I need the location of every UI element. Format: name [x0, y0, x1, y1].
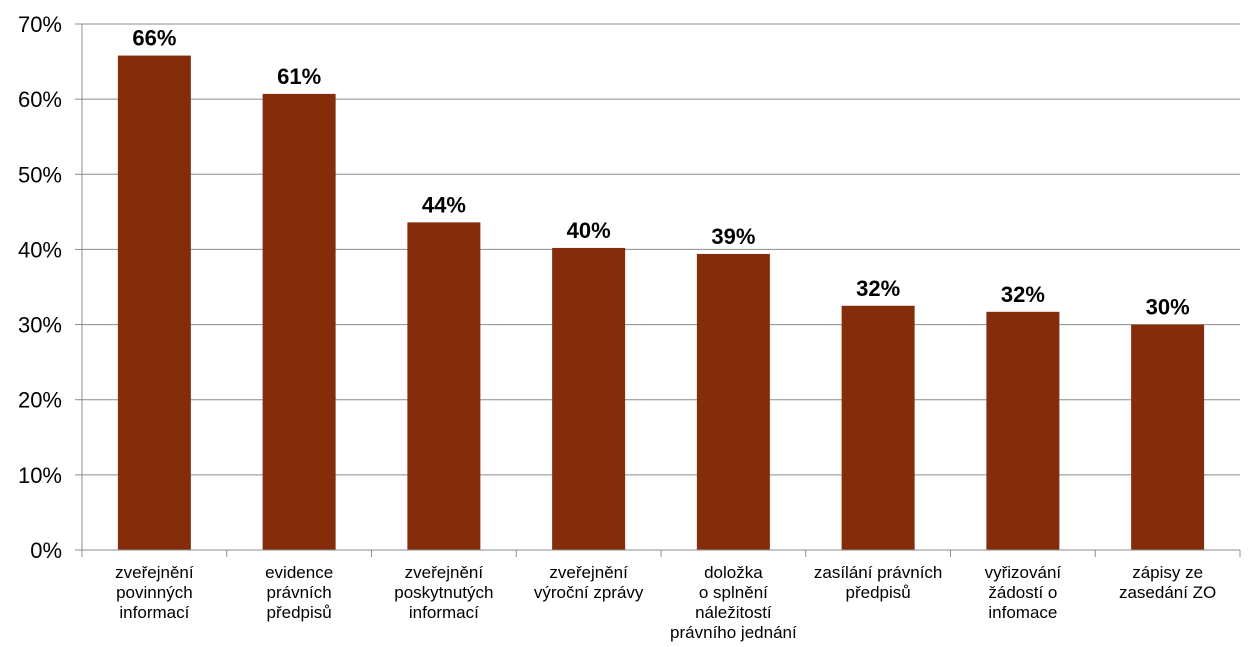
x-category-label-line: doložka: [704, 563, 763, 582]
x-category-label-line: zveřejnění: [115, 563, 194, 582]
x-category-label-line: informací: [119, 603, 189, 622]
data-label: 40%: [567, 218, 611, 243]
bar: [117, 55, 191, 551]
data-label: 32%: [856, 276, 900, 301]
x-category-label-line: poskytnutých: [394, 583, 493, 602]
x-category-label-line: infomace: [988, 603, 1057, 622]
x-category-label-line: zápisy ze: [1132, 563, 1203, 582]
axes: [75, 23, 1241, 557]
x-category-label: zveřejnění povinných informací: [115, 563, 194, 622]
x-category-label-line: o splnění: [699, 583, 768, 602]
x-category-label: zápisy ze zasedání ZO: [1119, 563, 1216, 602]
x-category-label-line: právních: [267, 583, 332, 602]
x-category-label-line: právního jednání: [670, 623, 797, 642]
x-category-label: zveřejnění poskytnutých informací: [394, 563, 493, 622]
bar: [696, 253, 770, 551]
bar: [407, 222, 481, 550]
x-category-label: zasílání právních předpisů: [814, 563, 943, 602]
y-tick-label: 20%: [18, 388, 62, 413]
data-label: 66%: [132, 26, 176, 51]
bar: [841, 305, 915, 550]
y-tick-label: 50%: [18, 162, 62, 187]
x-category-label-line: předpisů: [846, 583, 911, 602]
x-category-label-line: vyřizování: [985, 563, 1062, 582]
gridlines: [82, 23, 1240, 476]
x-category-label-line: zveřejnění: [549, 563, 628, 582]
y-tick-label: 40%: [18, 237, 62, 262]
y-tick-label: 0%: [30, 538, 62, 563]
data-label: 30%: [1146, 295, 1190, 320]
y-tick-label: 60%: [18, 87, 62, 112]
x-category-label-line: zveřejnění: [405, 563, 484, 582]
labels: 0%10%20%30%40%50%60%70%66%zveřejnění povi…: [18, 12, 1216, 642]
x-category-label: vyřizování žádostí o infomace: [985, 563, 1062, 622]
bars: [117, 55, 1205, 551]
data-label: 39%: [711, 224, 755, 249]
y-tick-label: 70%: [18, 12, 62, 37]
bar: [1131, 324, 1205, 550]
x-category-label: evidence právních předpisů: [265, 563, 333, 622]
y-tick-label: 30%: [18, 313, 62, 338]
bar: [986, 311, 1060, 550]
x-category-label: zveřejnění výroční zprávy: [534, 563, 644, 602]
bar: [552, 247, 626, 550]
data-label: 32%: [1001, 282, 1045, 307]
data-label: 61%: [277, 64, 321, 89]
x-category-label: doložka o splnění náležitostí právního jedn…: [670, 563, 797, 642]
x-category-label-line: povinných: [116, 583, 193, 602]
x-category-label-line: předpisů: [267, 603, 332, 622]
data-label: 44%: [422, 192, 466, 217]
x-category-label-line: evidence: [265, 563, 333, 582]
x-category-label-line: informací: [409, 603, 479, 622]
bar: [262, 93, 336, 550]
x-category-label-line: zasílání právních: [814, 563, 943, 582]
y-tick-label: 10%: [18, 463, 62, 488]
x-category-label-line: výroční zprávy: [534, 583, 644, 602]
x-category-label-line: náležitostí: [695, 603, 772, 622]
x-category-label-line: žádostí o: [988, 583, 1057, 602]
x-category-label-line: zasedání ZO: [1119, 583, 1216, 602]
